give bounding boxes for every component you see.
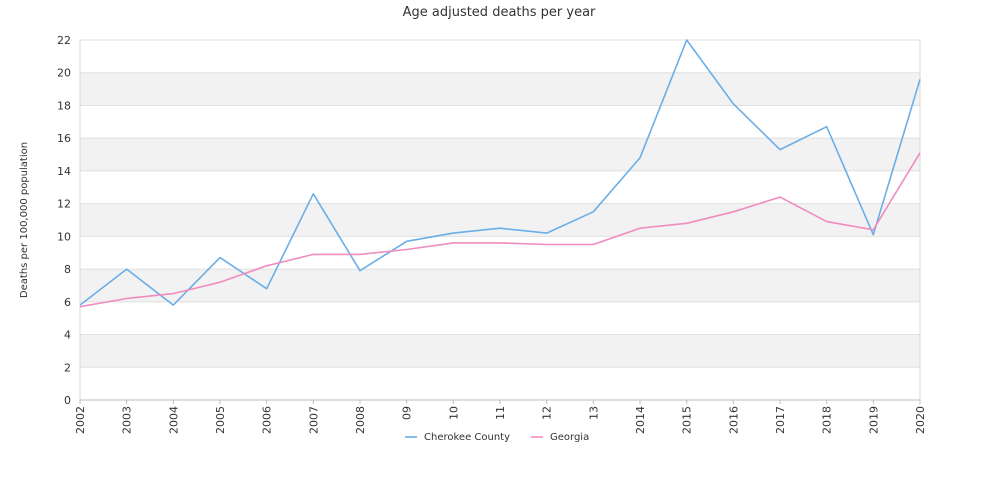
x-tick-label: 2006 — [261, 406, 274, 434]
x-tick-label: 13 — [587, 406, 600, 420]
chart-title: Age adjusted deaths per year — [403, 5, 596, 20]
x-tick-label: 10 — [447, 406, 460, 420]
grid-band — [80, 40, 920, 73]
x-tick-label: 2016 — [727, 406, 740, 434]
y-tick-label: 16 — [57, 132, 71, 145]
x-tick-label: 2002 — [74, 406, 87, 434]
y-tick-label: 8 — [64, 263, 71, 276]
legend: Cherokee County Georgia — [405, 432, 589, 443]
x-tick-label: 11 — [494, 406, 507, 420]
grid-band — [80, 170, 920, 204]
x-tick-label: 2017 — [774, 406, 787, 434]
y-tick-labels: 0 2 4 6 8 10 12 14 16 18 20 22 — [57, 34, 71, 407]
x-tick-label: 2005 — [214, 406, 227, 434]
series-line-cherokee-county — [79, 39, 921, 306]
y-axis-label: Deaths per 100,000 population — [19, 142, 30, 298]
y-tick-label: 20 — [57, 67, 71, 80]
y-tick-label: 14 — [57, 165, 71, 178]
y-tick-label: 12 — [57, 198, 71, 211]
x-tick-label: 2003 — [121, 406, 134, 434]
grid-band — [80, 367, 920, 400]
x-tick-label: 2019 — [867, 406, 880, 434]
series-layer — [79, 39, 921, 308]
y-tick-label: 22 — [57, 34, 71, 47]
x-tick-labels: 2002 2003 2004 2005 2006 2007 2008 09 10 11 12 13 20… — [74, 400, 927, 434]
x-tick-label: 2004 — [167, 406, 180, 434]
grid-band — [80, 301, 920, 335]
x-tick-label: 2008 — [354, 406, 367, 434]
legend-label: Cherokee County — [424, 432, 510, 443]
grid-bands — [80, 40, 920, 400]
grid-band — [80, 105, 920, 139]
x-tick-label: 09 — [401, 406, 414, 420]
grid-band — [80, 203, 920, 237]
grid-band — [80, 72, 920, 106]
y-tick-label: 0 — [64, 394, 71, 407]
x-tick-label: 2014 — [634, 406, 647, 434]
grid-band — [80, 334, 920, 368]
series-line-georgia — [79, 152, 921, 308]
y-tick-label: 6 — [64, 296, 71, 309]
y-tick-label: 4 — [64, 329, 71, 342]
x-tick-label: 2007 — [307, 406, 320, 434]
x-tick-label: 12 — [541, 406, 554, 420]
y-tick-label: 2 — [64, 361, 71, 374]
y-tick-label: 18 — [57, 99, 71, 112]
x-tick-label: 2015 — [681, 406, 694, 434]
grid-band — [80, 236, 920, 270]
grid-band — [80, 269, 920, 302]
legend-label: Georgia — [550, 432, 589, 443]
y-tick-label: 10 — [57, 230, 71, 243]
x-tick-label: 2018 — [821, 406, 834, 434]
grid-band — [80, 138, 920, 171]
x-tick-label: 2020 — [914, 406, 927, 434]
